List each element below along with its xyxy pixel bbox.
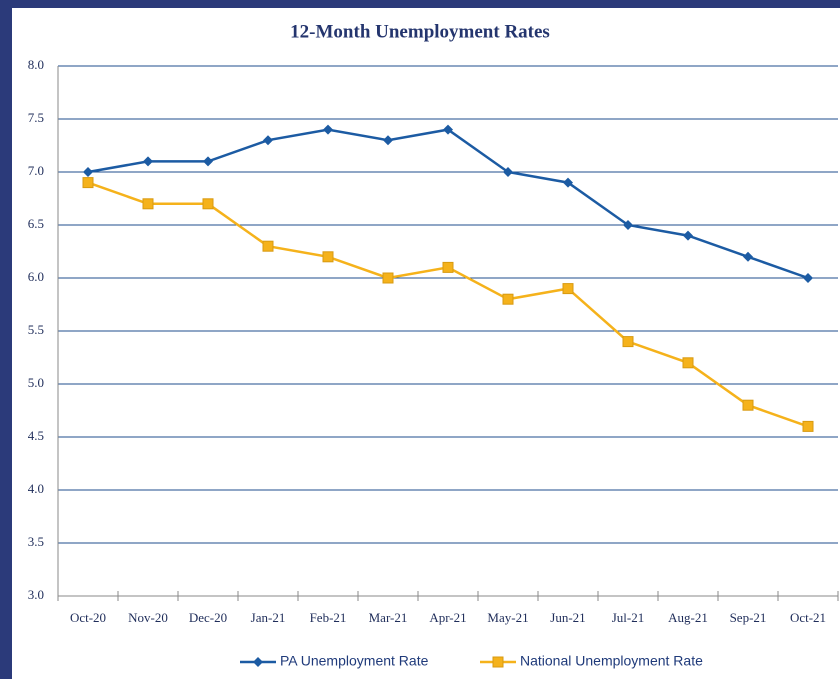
y-tick-label: 3.0 [28,587,44,602]
y-tick-label: 5.0 [28,375,44,390]
x-tick-label: May-21 [487,610,528,625]
point [202,198,214,210]
point [443,124,453,135]
chart-panel [12,8,840,679]
point [623,220,633,230]
legend-swatch [492,656,504,668]
point [502,293,514,305]
point [82,177,94,189]
y-tick-label: 6.0 [28,269,44,284]
y-tick-label: 3.5 [28,534,44,549]
x-tick-label: Feb-21 [310,610,347,625]
legend-label: National Unemployment Rate [520,653,703,669]
y-tick-label: 5.5 [28,322,44,337]
x-tick-label: Jul-21 [612,610,645,625]
y-tick-label: 7.0 [28,163,44,178]
y-tick-label: 6.5 [28,216,44,231]
point [622,336,634,348]
x-tick-label: Oct-21 [790,610,826,625]
x-tick-label: Oct-20 [70,610,106,625]
x-tick-label: Dec-20 [189,610,227,625]
point [742,399,754,411]
x-tick-label: Apr-21 [429,610,466,625]
x-tick-label: Jun-21 [550,610,585,625]
chart-title: 12-Month Unemployment Rates [290,21,550,42]
y-tick-label: 4.0 [28,481,44,496]
x-tick-label: Nov-20 [128,610,168,625]
point [563,177,573,188]
point [322,251,334,263]
point [382,272,394,284]
point [682,357,694,369]
point [743,251,753,262]
y-tick-label: 7.5 [28,110,44,125]
point [503,167,513,177]
point [142,198,154,210]
y-tick-label: 4.5 [28,428,44,443]
point [383,135,393,146]
x-tick-label: Mar-21 [369,610,408,625]
y-tick-label: 8.0 [28,57,44,72]
point [203,156,213,167]
legend-swatch [253,657,263,667]
point [83,167,93,177]
point [323,124,333,135]
point [262,240,274,252]
point [683,230,693,241]
point [143,156,153,167]
x-tick-label: Jan-21 [251,610,286,625]
legend-label: PA Unemployment Rate [280,653,429,669]
series-line [87,181,809,428]
x-tick-label: Aug-21 [668,610,708,625]
point [803,273,813,283]
point [562,283,574,295]
x-tick-label: Sep-21 [730,610,767,625]
point [263,135,273,146]
point [802,420,814,432]
point [442,261,454,273]
